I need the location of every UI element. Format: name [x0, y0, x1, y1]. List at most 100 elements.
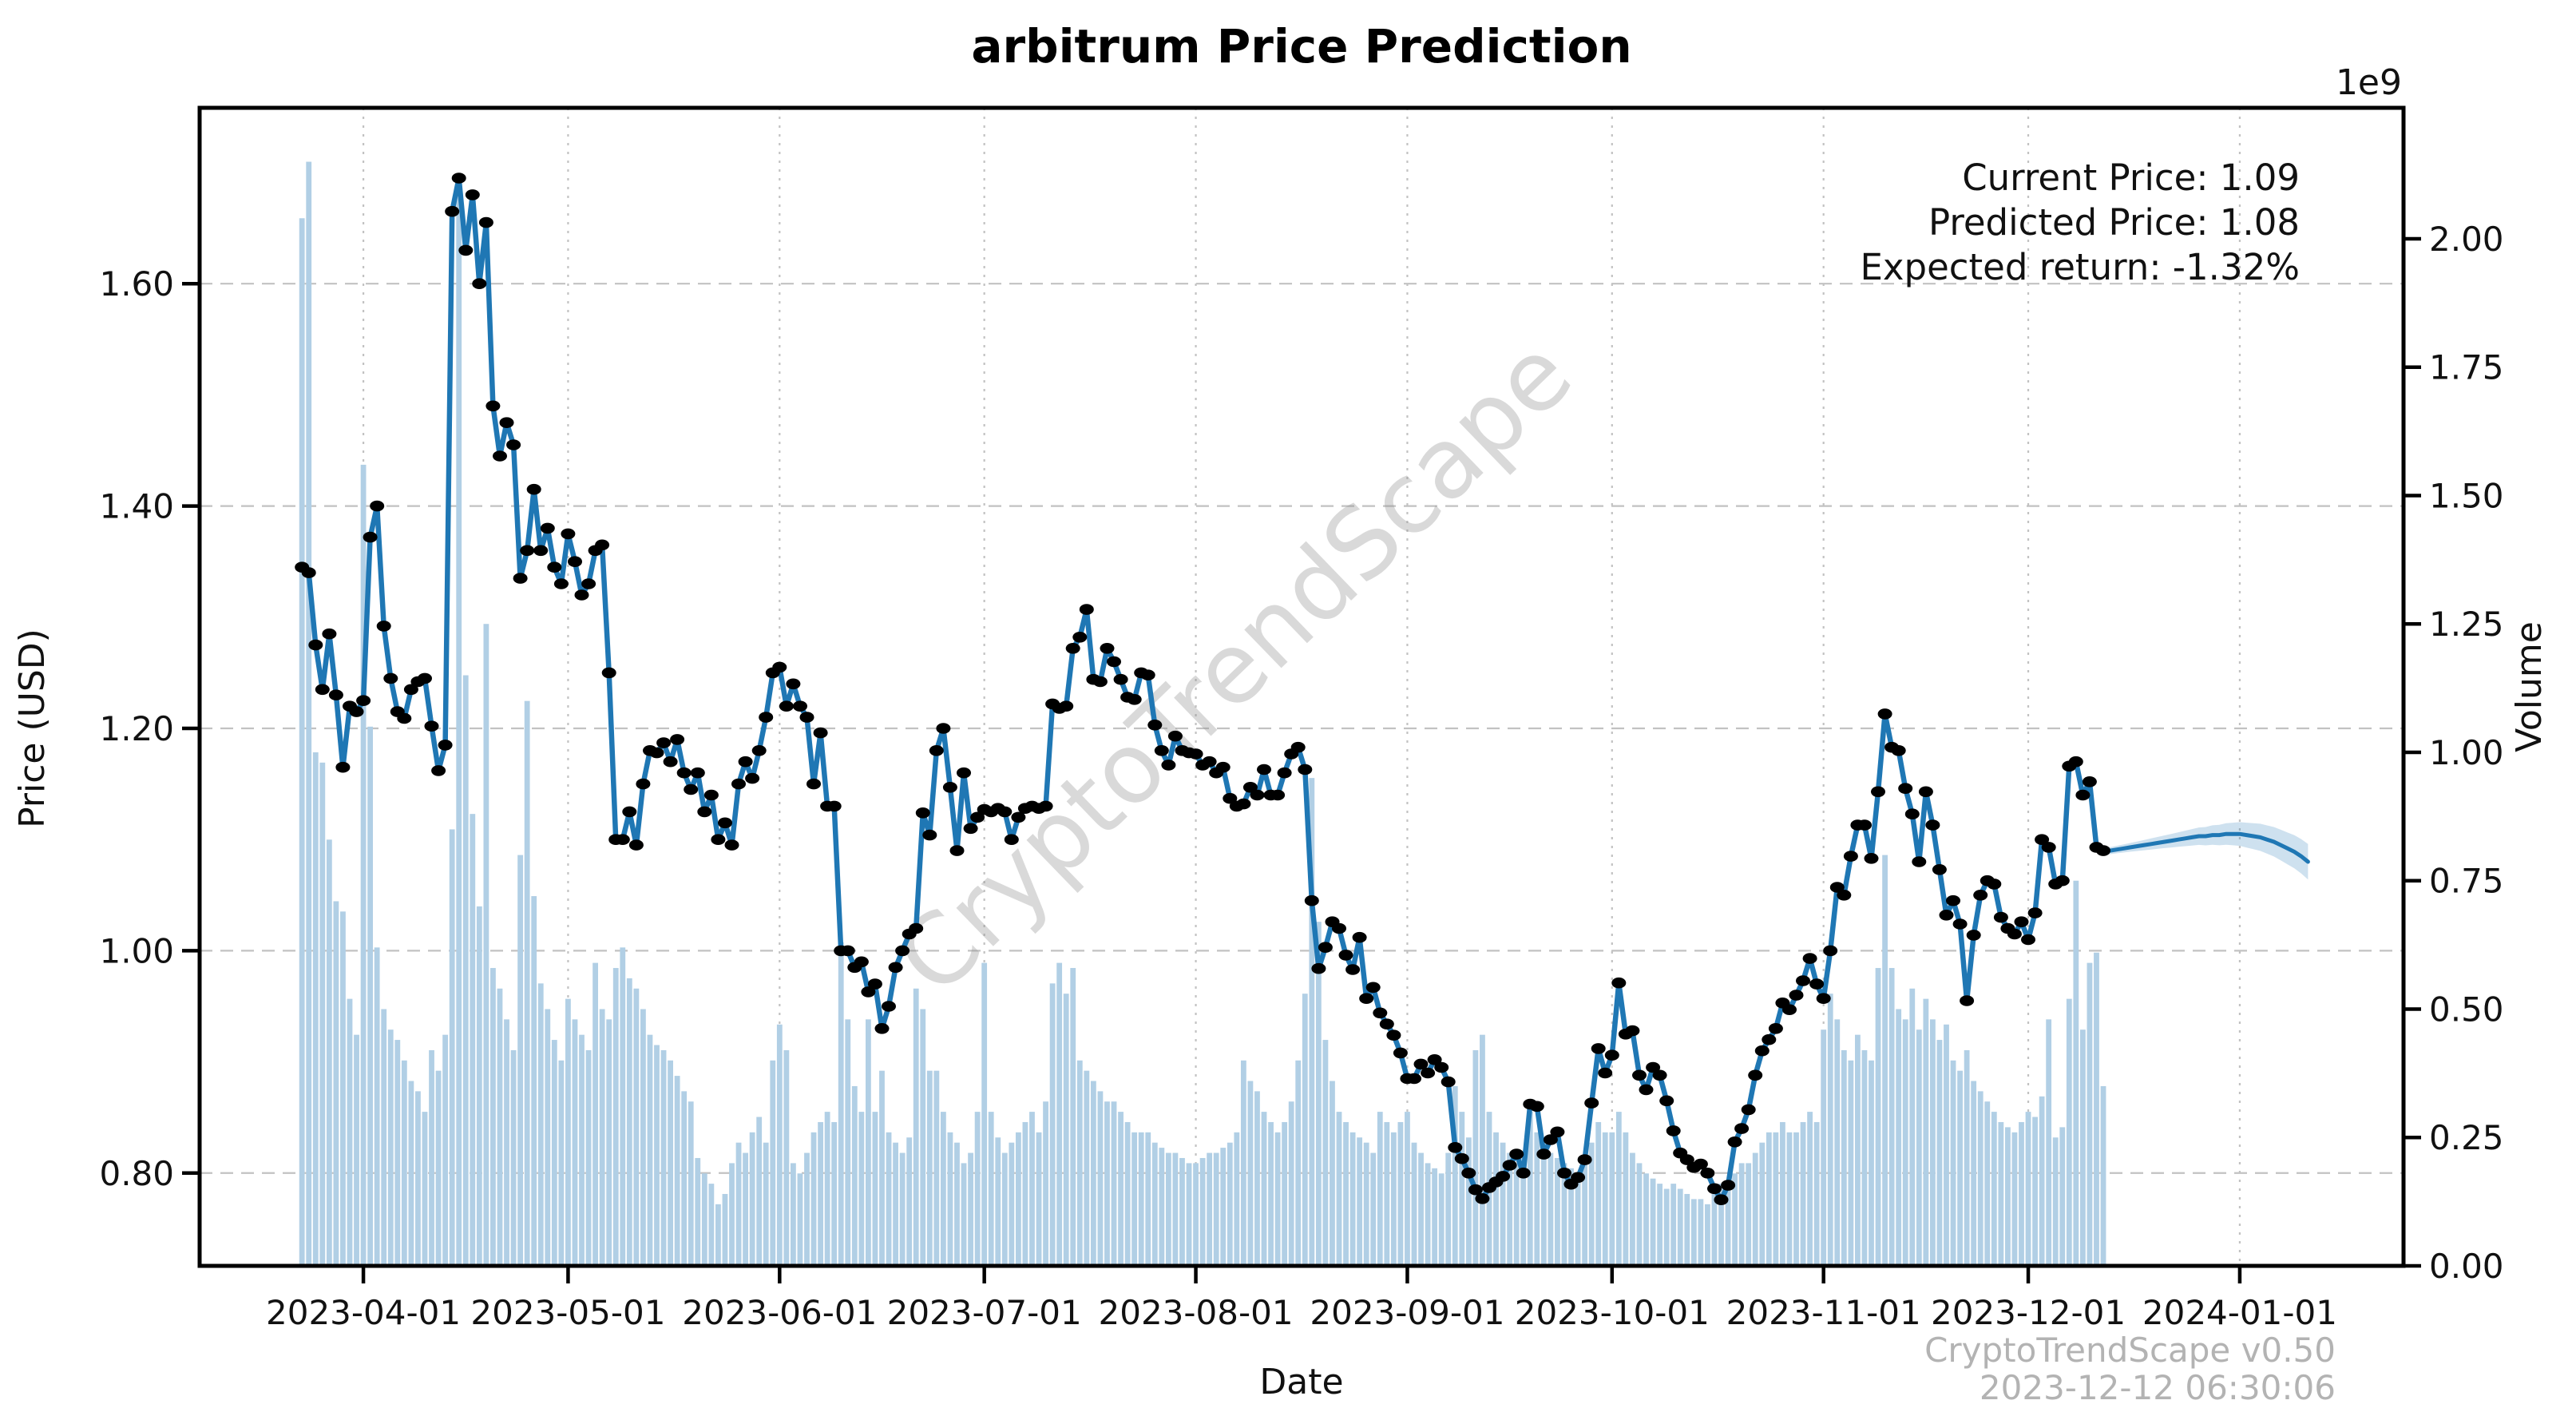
volume-bar: [1732, 1173, 1738, 1266]
footer-version: CryptoTrendScape v0.50: [1924, 1331, 2336, 1370]
volume-bar: [954, 1142, 960, 1266]
price-marker: [1646, 1061, 1661, 1073]
price-marker: [1100, 643, 1115, 654]
volume-bar: [1084, 1070, 1090, 1266]
price-marker: [1693, 1158, 1708, 1170]
volume-bar: [1711, 1193, 1718, 1266]
price-marker: [1904, 808, 1920, 819]
y-left-tick-label: 1.00: [99, 931, 174, 970]
volume-bar: [1111, 1101, 1117, 1266]
price-marker: [615, 834, 630, 845]
volume-bar: [851, 1085, 858, 1266]
price-marker: [628, 839, 644, 851]
volume-bar: [1663, 1188, 1670, 1266]
price-marker: [963, 823, 978, 835]
price-marker: [472, 278, 487, 290]
price-marker: [493, 450, 507, 462]
volume-bar: [1752, 1152, 1758, 1266]
price-marker: [1543, 1134, 1558, 1145]
price-marker: [1721, 1180, 1736, 1191]
price-marker: [568, 556, 582, 567]
volume-bar: [1957, 1070, 1963, 1266]
volume-bar: [2100, 1085, 2106, 1266]
price-marker: [370, 500, 385, 512]
x-tick-label: 2023-12-01: [1931, 1293, 2126, 1332]
annotation-expected-return: Expected return: -1.32%: [1860, 246, 2300, 288]
volume-bar: [1555, 1157, 1560, 1266]
y-right-tick-label: 0.00: [2429, 1247, 2504, 1286]
price-marker: [424, 720, 439, 732]
price-marker: [315, 684, 330, 696]
price-marker: [1782, 1004, 1797, 1015]
volume-bar: [2079, 1029, 2086, 1266]
volume-bar: [1636, 1163, 1643, 1266]
volume-bar: [770, 1060, 776, 1266]
y-right-tick-label: 1.25: [2429, 605, 2504, 644]
plot-border: [197, 105, 2406, 1268]
volume-bar: [1418, 1152, 1424, 1266]
volume-bar: [1001, 1152, 1008, 1266]
volume-bar: [415, 1091, 421, 1266]
volume-bar: [763, 1142, 769, 1266]
volume-bar: [1234, 1132, 1240, 1266]
price-marker: [1004, 834, 1019, 845]
volume-bar: [797, 1173, 803, 1266]
volume-bar: [1480, 1034, 1485, 1266]
price-marker: [1632, 1069, 1647, 1081]
price-marker: [929, 745, 944, 756]
volume-bar: [688, 1101, 694, 1266]
volume-bar: [333, 901, 339, 1266]
price-marker: [1352, 931, 1367, 943]
price-marker: [1679, 1154, 1694, 1165]
price-marker: [1188, 748, 1203, 760]
volume-bar: [791, 1163, 796, 1266]
price-marker: [1359, 993, 1374, 1004]
volume-bar: [913, 988, 919, 1266]
price-marker: [553, 578, 569, 589]
price-marker: [2075, 789, 2091, 801]
volume-bar: [1513, 1163, 1520, 1266]
price-marker: [861, 986, 876, 998]
price-marker: [1843, 851, 1858, 862]
volume-bar: [1705, 1204, 1710, 1266]
price-marker: [418, 672, 432, 684]
volume-bar: [1097, 1091, 1104, 1266]
volume-bar: [1588, 1142, 1595, 1266]
volume-bar: [845, 1019, 851, 1266]
price-marker: [854, 956, 869, 968]
price-marker: [697, 806, 712, 818]
volume-bar: [565, 998, 571, 1266]
price-marker: [1290, 741, 1306, 753]
volume-bar: [654, 1045, 660, 1266]
volume-bar: [831, 1121, 838, 1266]
price-marker: [1946, 894, 1960, 906]
volume-bar: [893, 1142, 898, 1266]
price-marker: [942, 782, 957, 793]
volume-bar: [749, 1132, 755, 1266]
volume-bar: [1916, 1029, 1922, 1266]
volume-bar: [2011, 1132, 2018, 1266]
price-marker: [703, 789, 719, 801]
x-tick-label: 2023-11-01: [1726, 1293, 1921, 1332]
price-marker: [1413, 1058, 1429, 1070]
volume-bar: [1343, 1121, 1349, 1266]
volume-bar: [374, 947, 380, 1266]
volume-bar: [886, 1132, 892, 1266]
volume-bar: [1813, 1121, 1820, 1266]
volume-bar: [1199, 1157, 1206, 1266]
volume-bar: [1582, 1163, 1588, 1266]
price-marker: [1434, 1061, 1449, 1073]
volume-bar: [408, 1081, 414, 1266]
price-marker: [1973, 890, 1988, 901]
price-marker: [1789, 990, 1804, 1001]
price-marker: [1038, 800, 1053, 812]
x-tick-label: 2023-06-01: [682, 1293, 877, 1332]
axes-layer: 2023-04-01 2023-05-01 2023-06-01 2023-07-01…: [99, 105, 2504, 1332]
price-marker: [349, 706, 364, 717]
price-marker: [670, 734, 685, 745]
price-marker: [806, 778, 821, 790]
price-marker: [2055, 875, 2070, 887]
price-marker: [1857, 819, 1872, 831]
volume-bar: [1438, 1173, 1445, 1266]
price-marker: [356, 695, 371, 706]
